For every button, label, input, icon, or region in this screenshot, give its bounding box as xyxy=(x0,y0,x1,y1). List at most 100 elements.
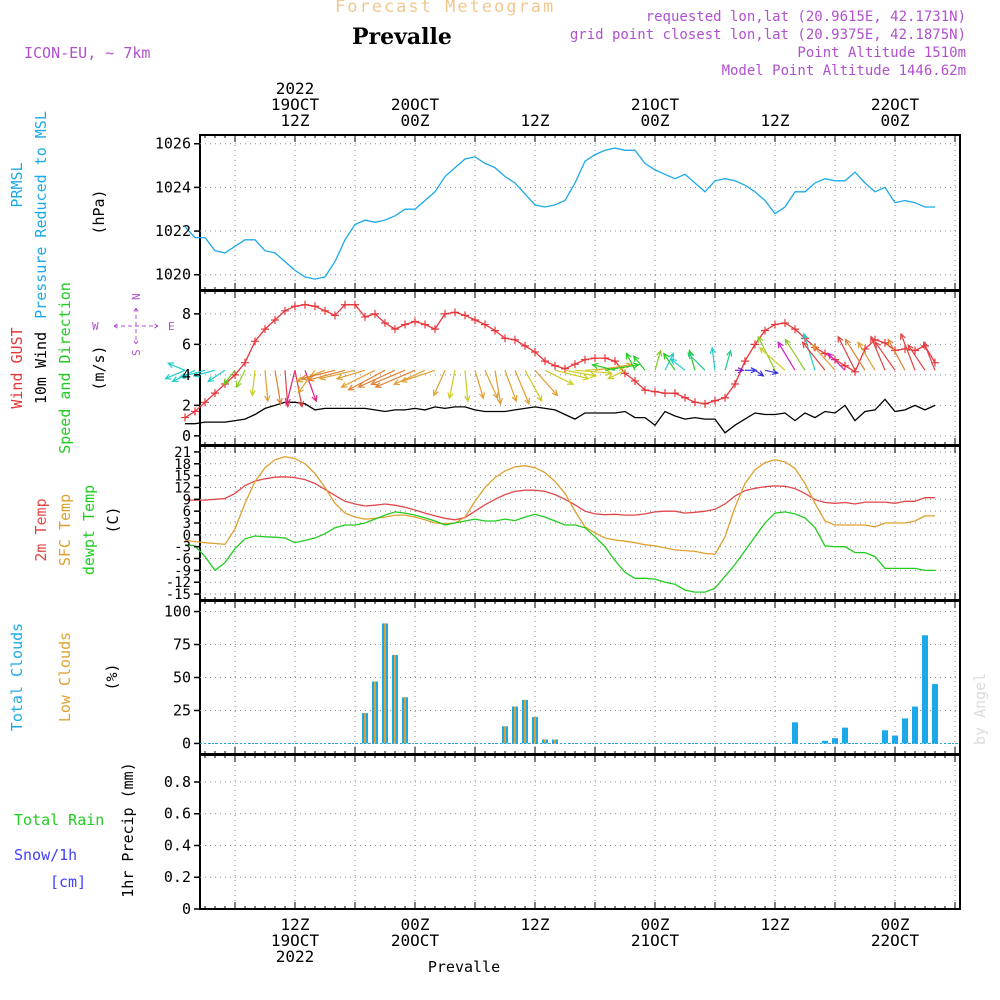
y-tick-label: 0 xyxy=(182,427,191,445)
wind-arrow xyxy=(754,369,764,377)
time-label-top: 12Z xyxy=(761,111,790,130)
gust-marker xyxy=(441,309,449,318)
gust-marker xyxy=(711,396,719,405)
wind-arrow xyxy=(803,333,816,371)
wind-arrow-head xyxy=(687,352,695,360)
gust-marker xyxy=(781,319,789,328)
wind-arrow-head xyxy=(276,397,283,406)
time-label-top: 19OCT xyxy=(271,95,320,114)
wind-arrow xyxy=(923,342,936,371)
wind-arrow-head xyxy=(433,389,439,397)
wind-arrow xyxy=(348,369,386,391)
cloud-bar-total xyxy=(832,738,838,744)
wind-arrow-head xyxy=(784,338,791,346)
time-label-top: 12Z xyxy=(281,111,310,130)
wind-arrow-head xyxy=(606,373,615,380)
cloud-bar-low xyxy=(554,739,556,744)
y-tick-label: 3 xyxy=(183,516,191,532)
wind-arrow xyxy=(857,341,876,371)
wind-arrow xyxy=(433,370,446,396)
gust-marker xyxy=(471,315,479,324)
precip-label-snow: Snow/1h xyxy=(14,846,77,864)
time-label-bottom: 00Z xyxy=(641,915,670,934)
cloud-bar-total xyxy=(842,727,848,744)
time-label-top: 21OCT xyxy=(631,95,680,114)
wind-arrow-head xyxy=(757,370,765,377)
wind-arrow xyxy=(167,362,186,371)
precip-unit: 1hr Precip (mm) xyxy=(119,762,137,897)
gust-marker xyxy=(651,387,659,396)
wind-unit: (m/s) xyxy=(90,345,108,390)
gust-marker xyxy=(241,358,249,367)
product-title: Forecast Meteogram xyxy=(335,0,556,17)
pressure-unit: (hPa) xyxy=(90,189,108,234)
wind-arrow xyxy=(554,369,589,380)
point-altitude: Point Altitude 1510m xyxy=(797,45,966,61)
gust-marker xyxy=(201,398,209,407)
wind-arrow xyxy=(784,339,806,371)
compass-n: N xyxy=(130,293,143,300)
time-label-top: 00Z xyxy=(401,111,430,130)
wind-arrow xyxy=(165,369,186,380)
cloud-bar-low xyxy=(504,726,506,744)
pressure-label-msl: Pressure Reduced to MSL xyxy=(32,111,50,319)
wind-arrow-head xyxy=(297,386,304,394)
y-tick-label: -6 xyxy=(174,552,191,568)
wind-arrow xyxy=(504,370,517,402)
time-label-top: 00Z xyxy=(641,111,670,130)
y-tick-label: 1026 xyxy=(155,135,191,153)
gust-marker xyxy=(211,389,219,398)
gust-marker xyxy=(311,302,319,311)
wind-arrow xyxy=(724,350,732,371)
wind-arrow-head xyxy=(566,379,575,385)
cloud-bar-total xyxy=(792,722,798,744)
wind-arrow xyxy=(900,333,916,371)
grid-layer xyxy=(200,135,960,910)
gust-marker xyxy=(751,340,759,349)
y-tick-label: -3 xyxy=(174,540,191,556)
temp-unit: (C) xyxy=(104,506,122,533)
clouds-label-low: Low Clouds xyxy=(56,632,74,722)
wind-arrow-head xyxy=(524,397,530,406)
clouds-label-total: Total Clouds xyxy=(8,623,26,731)
gust-marker xyxy=(431,325,439,334)
wind-arrow xyxy=(514,370,530,405)
wind-arrow-head xyxy=(370,379,378,386)
gust-marker xyxy=(581,355,589,364)
wind-arrow xyxy=(764,369,778,374)
y-tick-label: 1024 xyxy=(155,178,191,196)
y-tick-label: 2 xyxy=(182,396,191,414)
wind-label-speed-dir: Speed and Direction xyxy=(56,282,74,454)
y-tick-label: 0.8 xyxy=(164,773,191,791)
y-tick-label: -15 xyxy=(166,587,191,603)
series-line-prmsl xyxy=(184,147,935,280)
wind-arrow-head xyxy=(164,373,172,380)
cloud-bar-total xyxy=(932,684,938,744)
gust-marker xyxy=(761,326,769,335)
series-line-sfc-temp xyxy=(184,456,935,555)
cloud-bar-total xyxy=(892,735,898,744)
wind-arrow xyxy=(286,370,296,405)
pressure-label-prmsl: PRMSL xyxy=(8,162,26,207)
wind-arrow xyxy=(812,344,836,371)
time-label-top: 20OCT xyxy=(391,95,440,114)
wind-arrow xyxy=(837,336,856,371)
y-tick-label: 0.4 xyxy=(164,836,191,854)
cloud-bar-total xyxy=(902,718,908,744)
wind-arrow xyxy=(633,355,646,371)
time-label-top: 22OCT xyxy=(871,95,920,114)
y-tick-label: 9 xyxy=(183,492,191,508)
y-tick-label: 12 xyxy=(174,480,191,496)
compass-e: E xyxy=(168,320,175,333)
wind-arrow-head xyxy=(605,369,613,376)
wind-arrow-head xyxy=(663,352,670,360)
wind-arrow-head xyxy=(857,341,864,349)
wind-arrow-head xyxy=(249,389,256,397)
y-tick-label: 18 xyxy=(174,457,191,473)
watermark: by Angel xyxy=(971,673,989,745)
wind-arrow xyxy=(474,370,484,399)
wind-arrow-head xyxy=(347,384,355,391)
y-tick-label: -12 xyxy=(166,575,191,591)
wind-arrow-head xyxy=(536,395,543,403)
gust-marker xyxy=(531,347,539,356)
